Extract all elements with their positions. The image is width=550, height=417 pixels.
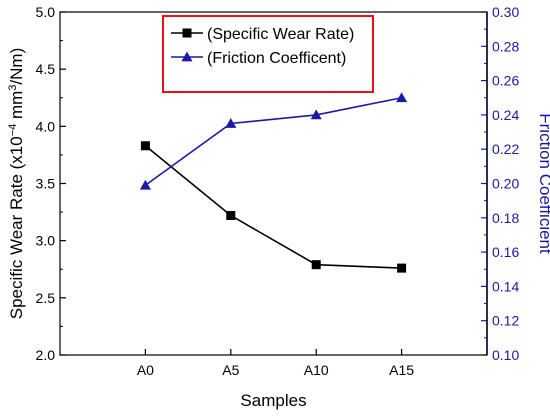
- left-y-axis-title-exp1: −4: [7, 124, 19, 137]
- legend-box: [162, 15, 374, 93]
- right-y-tick-label: 0.30: [492, 4, 519, 20]
- legend-entry: (Specific Wear Rate): [171, 26, 354, 43]
- data-point: [397, 263, 407, 273]
- right-y-tick-label: 0.12: [492, 313, 519, 329]
- right-y-tick-label: 0.16: [492, 244, 519, 260]
- series-friction: [139, 92, 408, 190]
- series-wear-rate: [140, 141, 407, 273]
- right-y-tick-label: 0.26: [492, 73, 519, 89]
- left-y-tick-label: 4.0: [36, 118, 56, 134]
- right-y-tick-label: 0.28: [492, 38, 519, 54]
- left-y-axis-title-main: Specific Wear Rate (x10: [7, 136, 26, 319]
- x-tick-label: A0: [137, 362, 154, 378]
- left-y-tick-label: 2.0: [36, 347, 56, 363]
- right-y-tick-label: 0.20: [492, 176, 519, 192]
- legend-label: (Friction Coefficent): [207, 50, 346, 67]
- x-axis-title: Samples: [240, 391, 306, 410]
- left-y-axis-title-end: /Nm): [7, 48, 26, 85]
- right-y-tick-label: 0.24: [492, 107, 519, 123]
- data-point: [311, 260, 321, 270]
- legend-marker: [182, 28, 192, 38]
- right-y-tick-label: 0.18: [492, 210, 519, 226]
- series-line: [144, 96, 402, 186]
- x-tick-label: A10: [304, 362, 329, 378]
- left-y-axis-title: Specific Wear Rate (x10−4 mm3/Nm): [7, 48, 26, 320]
- legend: (Specific Wear Rate) (Friction Coefficent…: [162, 15, 374, 93]
- data-point: [225, 117, 237, 128]
- x-tick-label: A5: [222, 362, 239, 378]
- left-y-tick-label: 2.5: [36, 290, 56, 306]
- left-y-axis: 2.0 2.5 3.0 3.5 4.0 4.5 5.0: [36, 4, 66, 363]
- left-y-tick-label: 5.0: [36, 4, 56, 20]
- x-tick-label: A15: [389, 362, 414, 378]
- right-y-tick-label: 0.22: [492, 141, 519, 157]
- data-point: [310, 109, 322, 120]
- data-point: [140, 141, 150, 151]
- left-y-tick-label: 3.0: [36, 233, 56, 249]
- series-line: [144, 145, 402, 269]
- data-point: [139, 179, 151, 190]
- x-axis: A0 A5 A10 A15: [137, 349, 414, 378]
- legend-entry: (Friction Coefficent): [171, 50, 346, 67]
- data-point: [396, 92, 408, 103]
- right-y-tick-label: 0.14: [492, 278, 519, 294]
- legend-marker: [181, 51, 193, 62]
- left-y-tick-label: 3.5: [36, 176, 56, 192]
- data-point: [226, 211, 236, 221]
- legend-label: (Specific Wear Rate): [207, 26, 354, 43]
- series-layer: [139, 92, 408, 273]
- left-y-axis-title-exp2: 3: [7, 85, 19, 91]
- left-y-axis-title-mid: mm: [7, 91, 26, 124]
- right-y-tick-label: 0.10: [492, 347, 519, 363]
- right-y-axis-title: Friction Coefficient: [536, 113, 550, 254]
- left-y-tick-label: 4.5: [36, 61, 56, 77]
- plot-frame: [59, 11, 488, 356]
